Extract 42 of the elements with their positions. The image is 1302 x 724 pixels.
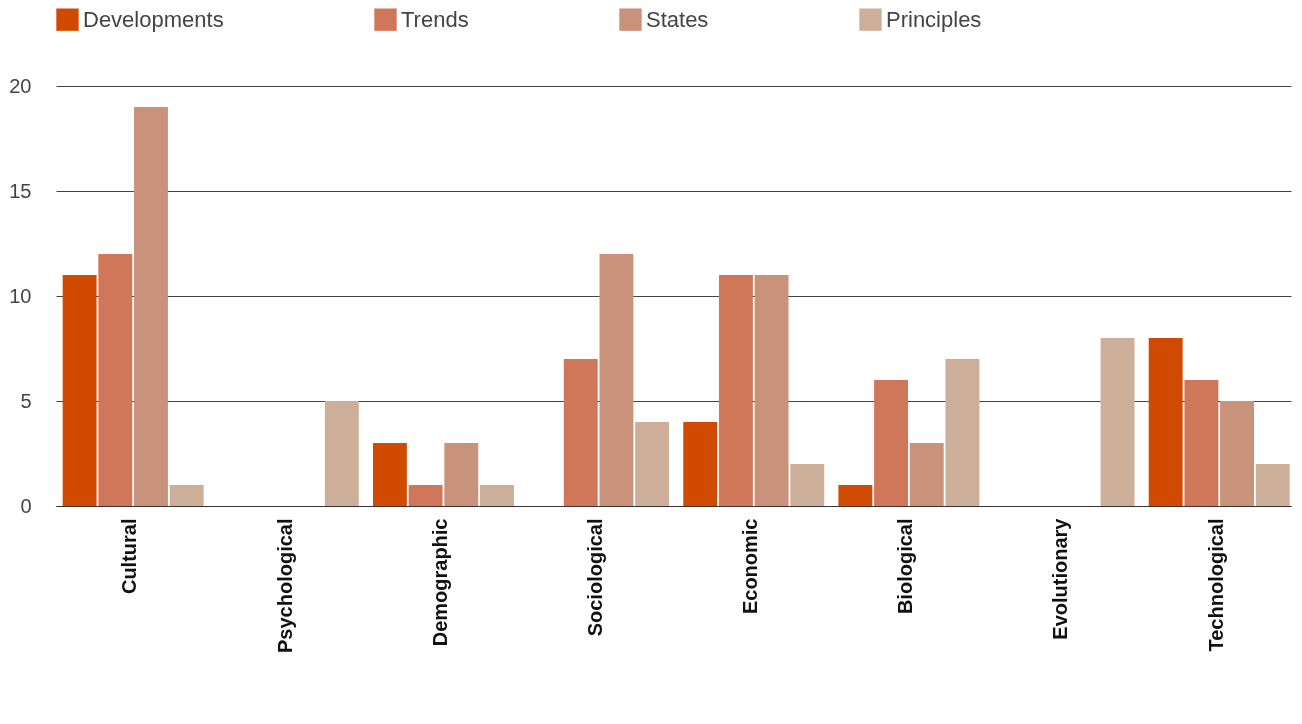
bar bbox=[372, 443, 407, 506]
legend-label: States bbox=[646, 6, 709, 32]
x-tick-label: Biological bbox=[894, 518, 917, 615]
bar bbox=[480, 485, 514, 506]
x-tick-label: Economic bbox=[739, 518, 762, 615]
bar bbox=[408, 485, 443, 506]
y-tick-label: 10 bbox=[9, 284, 32, 307]
bar bbox=[874, 380, 909, 506]
bar bbox=[169, 485, 204, 506]
x-tick-label: Cultural bbox=[118, 518, 141, 595]
bar bbox=[324, 401, 359, 506]
bar bbox=[1220, 401, 1254, 506]
y-tick-label: 20 bbox=[9, 74, 32, 97]
bar bbox=[635, 422, 670, 506]
bar bbox=[909, 443, 944, 506]
legend-label: Principles bbox=[886, 6, 982, 32]
bar bbox=[790, 464, 825, 506]
bar bbox=[683, 422, 718, 506]
x-tick-label: Sociological bbox=[583, 518, 606, 637]
bar bbox=[1184, 380, 1219, 506]
y-tick-label: 5 bbox=[20, 389, 32, 412]
bar bbox=[1148, 338, 1183, 506]
legend-label: Trends bbox=[401, 6, 469, 32]
bar bbox=[945, 359, 980, 506]
bar bbox=[1100, 338, 1135, 506]
bar bbox=[838, 485, 873, 506]
legend-label: Developments bbox=[83, 6, 224, 32]
bar bbox=[134, 107, 168, 506]
y-tick-label: 0 bbox=[20, 494, 32, 517]
y-tick-label: 15 bbox=[9, 179, 32, 202]
x-tick-label: Psychological bbox=[273, 518, 296, 653]
bar bbox=[563, 359, 598, 506]
bar bbox=[718, 275, 753, 506]
x-tick-label: Demographic bbox=[428, 518, 451, 647]
x-tick-label: Technological bbox=[1204, 518, 1227, 652]
bar bbox=[599, 254, 634, 506]
bar bbox=[754, 275, 789, 506]
bar bbox=[98, 254, 133, 506]
bar bbox=[62, 275, 97, 506]
bar bbox=[1255, 464, 1290, 506]
x-tick-label: Evolutionary bbox=[1049, 517, 1072, 640]
bar bbox=[444, 443, 479, 506]
